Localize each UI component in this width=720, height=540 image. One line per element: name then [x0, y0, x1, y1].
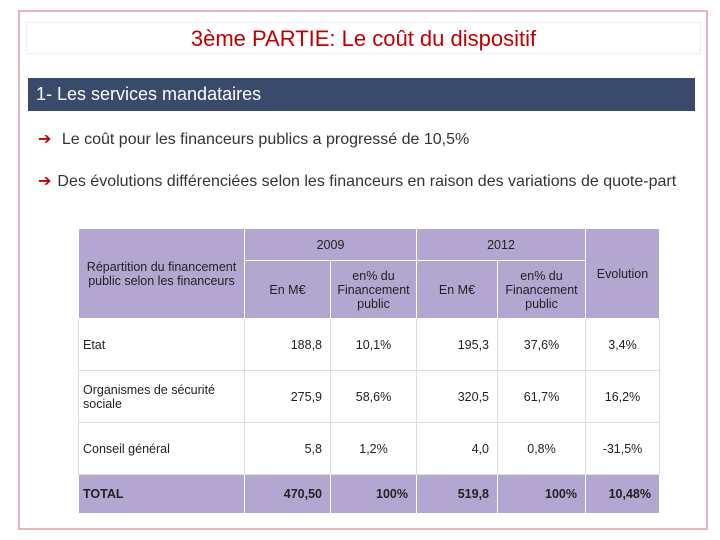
frame [18, 10, 708, 530]
year: 2012 [416, 228, 586, 261]
total-cell: 10,48% [585, 474, 660, 514]
section-header: 1- Les services mandataires [28, 78, 695, 111]
row: Etat 188,8 10,1% 195,3 37,6% 3,4% [78, 318, 660, 371]
cell: 3,4% [585, 318, 660, 371]
cell: 275,9 [244, 370, 331, 423]
corner: Répartition du financement public selon … [78, 228, 245, 319]
subheader: En M€ [416, 260, 498, 319]
bullet-text: Le coût pour les financeurs publics a pr… [61, 131, 470, 148]
bullet: ➔ Des évolutions différenciées selon les … [38, 173, 677, 190]
row-label: Conseil général [78, 422, 245, 475]
cell: 61,7% [497, 370, 586, 423]
subheader: en% du Financement public [330, 260, 417, 319]
row-label: Organismes de sécurité sociale [78, 370, 245, 423]
cell: 10,1% [330, 318, 417, 371]
evolution-header: Evolution [585, 228, 660, 319]
row: Organismes de sécurité sociale 275,9 58,6%… [78, 370, 660, 423]
bullet-text: Des évolutions différenciées selon les f… [57, 173, 677, 190]
total-cell: 100% [497, 474, 586, 514]
year: 2009 [244, 228, 417, 261]
cell: 188,8 [244, 318, 331, 371]
cell: 5,8 [244, 422, 331, 475]
cell: 4,0 [416, 422, 498, 475]
table: Répartition du financement public selon … [78, 228, 660, 514]
total-row: TOTAL 470,50 100% 519,8 100% 10,48% [78, 474, 660, 514]
row: Conseil général 5,8 1,2% 4,0 0,8% -31,5% [78, 422, 660, 475]
total-cell: 519,8 [416, 474, 498, 514]
bullet: ➔ Le coût pour les financeurs publics a … [38, 131, 470, 148]
cell: 58,6% [330, 370, 417, 423]
cell: -31,5% [585, 422, 660, 475]
subheader: En M€ [244, 260, 331, 319]
title: 3ème PARTIE: Le coût du dispositif [26, 22, 701, 54]
total-cell: 100% [330, 474, 417, 514]
cell: 0,8% [497, 422, 586, 475]
row-label: Etat [78, 318, 245, 371]
cell: 195,3 [416, 318, 498, 371]
total-label: TOTAL [78, 474, 245, 514]
cell: 37,6% [497, 318, 586, 371]
cell: 1,2% [330, 422, 417, 475]
cell: 16,2% [585, 370, 660, 423]
total-cell: 470,50 [244, 474, 331, 514]
subheader: en% du Financement public [497, 260, 586, 319]
cell: 320,5 [416, 370, 498, 423]
